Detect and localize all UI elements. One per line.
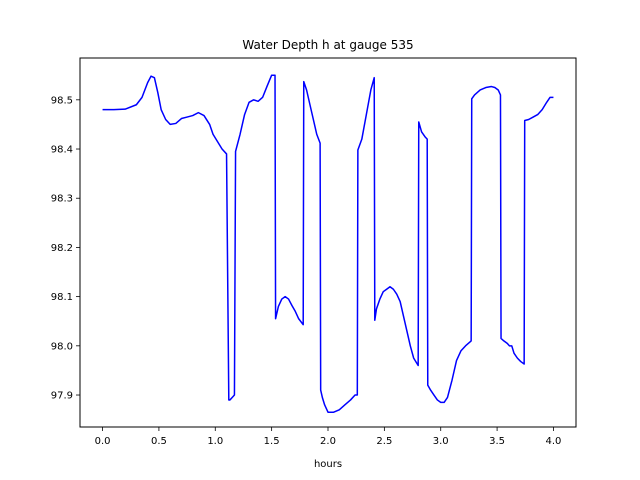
x-tick-label: 2.5 (376, 436, 392, 447)
x-tick-label: 1.5 (264, 436, 280, 447)
x-tick-label: 3.0 (433, 436, 449, 447)
y-axis: 97.9 98.0 98.1 98.2 98.3 98.4 98.5 (51, 95, 80, 402)
x-tick-label: 4.0 (546, 436, 562, 447)
y-tick-label: 98.0 (51, 341, 73, 352)
x-tick-label: 1.0 (207, 436, 223, 447)
chart-title: Water Depth h at gauge 535 (242, 38, 413, 52)
x-tick-label: 2.0 (320, 436, 336, 447)
y-tick-label: 98.3 (51, 194, 73, 205)
y-tick-label: 97.9 (51, 391, 73, 402)
y-tick-label: 98.5 (51, 95, 73, 106)
x-tick-label: 0.5 (151, 436, 167, 447)
y-tick-label: 98.2 (51, 243, 73, 254)
x-axis: 0.0 0.5 1.0 1.5 2.0 2.5 3.0 3.5 4.0 (95, 427, 562, 447)
x-tick-label: 3.5 (489, 436, 505, 447)
x-tick-label: 0.0 (95, 436, 111, 447)
y-tick-label: 98.4 (51, 145, 73, 156)
series-line (102, 74, 554, 413)
y-tick-label: 98.1 (51, 292, 73, 303)
x-axis-label: hours (314, 459, 342, 470)
